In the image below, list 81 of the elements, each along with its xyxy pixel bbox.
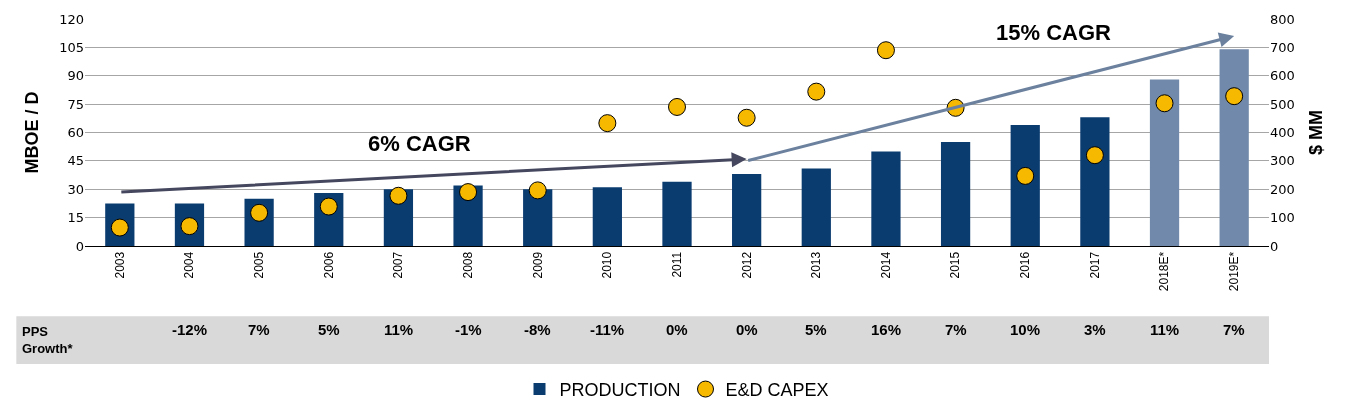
text: 5%	[318, 321, 340, 338]
text: -8%	[524, 321, 551, 338]
bar	[523, 189, 553, 246]
x-tick-label: 2018E*	[1157, 251, 1172, 292]
annotation: 15% CAGR	[996, 20, 1112, 45]
text: 11%	[384, 321, 414, 338]
legend-label: E&D CAPEX	[725, 380, 829, 401]
bar	[732, 174, 762, 246]
text: 7%	[248, 321, 270, 338]
point	[1016, 166, 1035, 185]
y-tick-label: 105	[59, 39, 84, 55]
text: 3%	[1084, 321, 1106, 338]
bar	[1080, 117, 1110, 246]
legend-label: PRODUCTION	[559, 380, 681, 401]
bar	[940, 141, 971, 246]
bar	[1149, 79, 1180, 246]
bar	[592, 187, 622, 246]
x-tick-label: 2005	[252, 251, 267, 279]
x-tick-label: 2014	[878, 251, 893, 279]
y2-axis-title: $ MM	[1305, 110, 1326, 155]
y2-tick-label: 0	[1270, 238, 1279, 254]
point	[319, 197, 338, 216]
x-tick-label: 2012	[739, 251, 754, 279]
x-tick-label: 2010	[600, 251, 615, 279]
point	[1085, 146, 1104, 165]
point	[389, 186, 408, 205]
point	[876, 41, 895, 60]
x-tick-label: 2003	[112, 251, 127, 279]
y2-tick-label: 300	[1270, 153, 1295, 169]
bar	[871, 151, 901, 246]
text: 0%	[736, 321, 758, 338]
x-tick-label: 2017	[1087, 251, 1102, 279]
x-tick-label: 2011	[669, 251, 684, 278]
text: 16%	[871, 321, 902, 338]
text: 11%	[1150, 321, 1180, 338]
y-tick-label: 90	[67, 68, 84, 84]
y-tick-label: 15	[67, 210, 84, 226]
point	[459, 183, 478, 202]
text: 10%	[1010, 321, 1041, 338]
text: 5%	[805, 321, 827, 338]
x-tick-label: 2008	[460, 251, 475, 279]
y-tick-label: 30	[67, 181, 84, 197]
point	[528, 181, 547, 200]
text: 0%	[666, 321, 688, 338]
x-tick-label: 2007	[391, 251, 406, 279]
x-tick-label: 2013	[809, 251, 824, 279]
annotation: 6% CAGR	[368, 131, 471, 156]
y2-tick-label: 200	[1270, 181, 1295, 197]
bar	[801, 168, 831, 246]
x-tick-label: 2016	[1018, 251, 1033, 279]
y-axis-title: MBOE / D	[22, 91, 43, 174]
text: -11%	[590, 321, 625, 338]
y2-tick-label: 700	[1270, 39, 1295, 55]
x-tick-label: 2006	[321, 251, 336, 279]
point	[1225, 87, 1244, 106]
point	[668, 97, 686, 116]
bar	[1010, 124, 1040, 246]
text: 7%	[1223, 321, 1245, 338]
y-tick-label: 120	[59, 11, 84, 27]
x-tick-label: 2019E*	[1227, 251, 1242, 292]
bar	[662, 181, 692, 246]
y-tick-label: 60	[67, 125, 84, 141]
y2-tick-label: 800	[1270, 11, 1295, 27]
y-tick-label: 0	[75, 238, 84, 254]
y-tick-label: 75	[67, 96, 84, 112]
point	[807, 82, 826, 101]
text: PPS Growth*	[22, 324, 74, 356]
y-tick-label: 45	[67, 153, 84, 169]
point	[737, 108, 756, 127]
text: 7%	[945, 321, 967, 338]
text: -12%	[172, 321, 208, 338]
y2-tick-label: 600	[1270, 68, 1295, 84]
x-tick-label: 2004	[182, 251, 197, 279]
x-tick-label: 2009	[530, 251, 545, 279]
x-tick-label: 2015	[948, 251, 963, 279]
text: -1%	[455, 321, 482, 338]
y2-tick-label: 500	[1270, 96, 1295, 112]
y2-tick-label: 400	[1270, 125, 1295, 141]
y2-tick-label: 100	[1270, 210, 1295, 226]
point	[598, 114, 617, 133]
point	[1155, 94, 1174, 113]
